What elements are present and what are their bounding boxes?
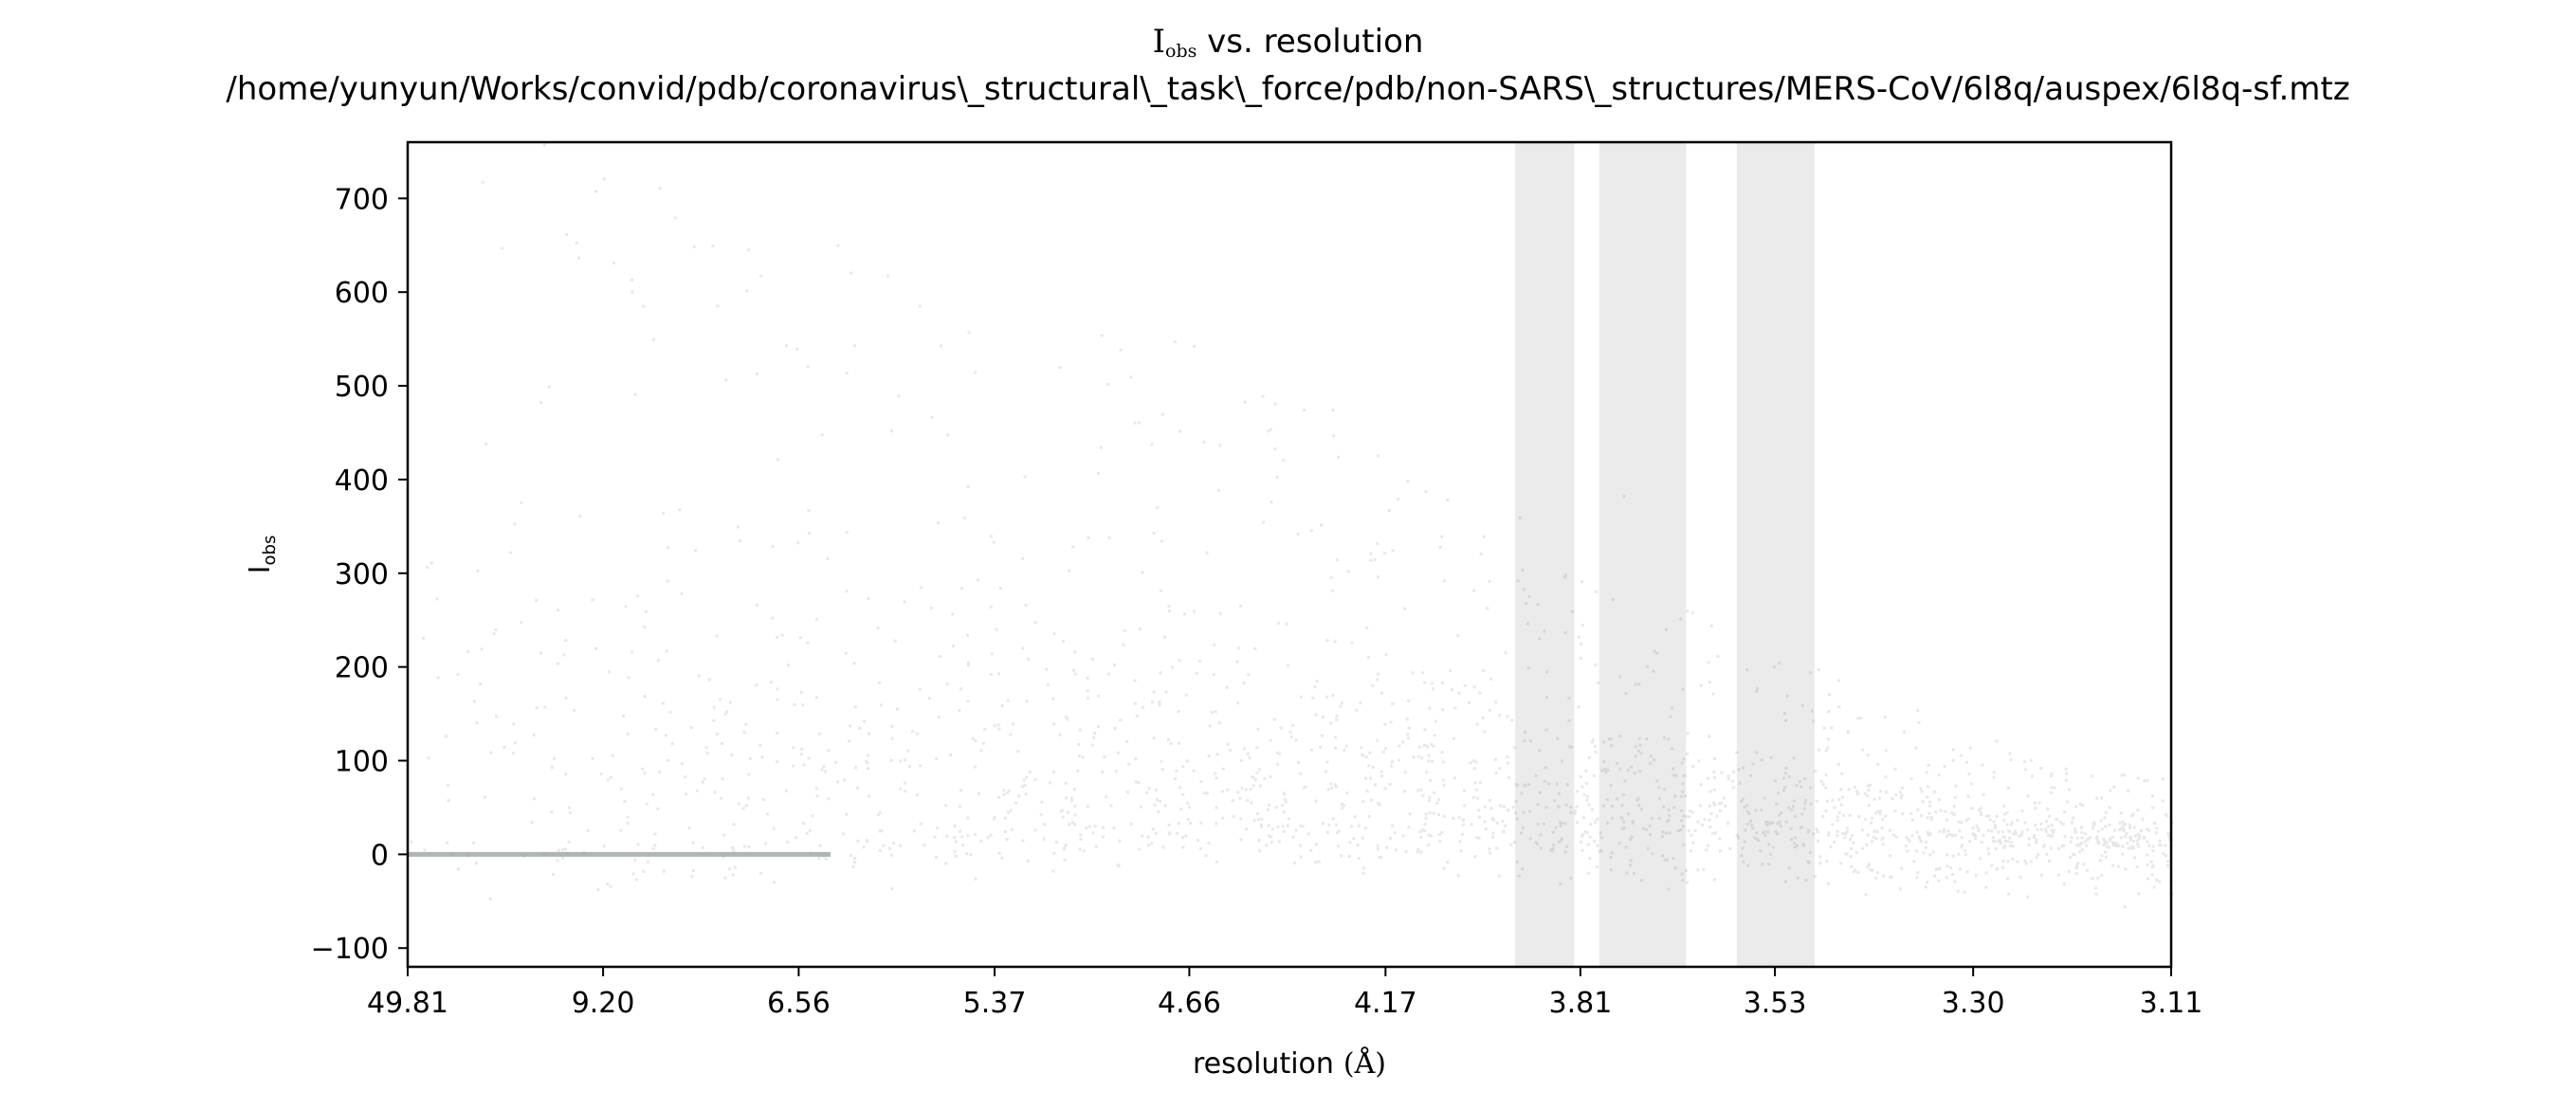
x-tick-label: 3.81 [1548, 987, 1612, 1020]
x-tick-label: 49.81 [367, 987, 448, 1020]
y-tick-label: 300 [335, 558, 389, 591]
ice-ring-band [1736, 142, 1816, 967]
y-axis-label-symbol: I [244, 565, 277, 573]
chart-subtitle-path: /home/yunyun/Works/convid/pdb/coronaviru… [226, 70, 2350, 108]
y-tick-label: 600 [335, 277, 389, 310]
y-axis: −100 0 100 200 300 400 500 600 700 [311, 183, 408, 966]
x-tick-label: 4.17 [1354, 987, 1417, 1020]
title-rest: vs. resolution [1197, 23, 1424, 61]
y-axis-label-subscript: obs [260, 536, 280, 566]
x-axis: 49.81 9.20 6.56 5.37 4.66 4.17 3.81 3.53 3.30 3.1… [367, 967, 2202, 1020]
x-tick-label: 9.20 [572, 987, 635, 1020]
chart-title: Iobs vs. resolution [0, 23, 2576, 62]
y-axis-label: Iobs [244, 536, 280, 574]
y-tick-label: 700 [335, 183, 389, 216]
x-tick-label: 4.66 [1158, 987, 1221, 1020]
ice-ring-band [1599, 142, 1687, 967]
x-tick-label: 5.37 [963, 987, 1027, 1020]
y-tick-label: 400 [335, 464, 389, 498]
x-axis-label-text: resolution [1193, 1047, 1334, 1081]
x-tick-label: 3.11 [2140, 987, 2203, 1020]
scatter-point-cloud [410, 143, 2174, 909]
y-tick-label: 200 [335, 652, 389, 685]
y-tick-label: 100 [335, 746, 389, 779]
x-axis-label: resolution (Å) [1193, 1046, 1386, 1081]
y-tick-label: 500 [335, 371, 389, 404]
y-tick-label: −100 [311, 933, 389, 966]
x-axis-label-unit: (Å) [1343, 1046, 1386, 1081]
scatter-points [410, 143, 2174, 909]
title-subscript: obs [1165, 41, 1197, 62]
ice-ring-bands [1515, 142, 1816, 967]
title-symbol: I [1152, 23, 1166, 61]
x-tick-label: 6.56 [767, 987, 831, 1020]
x-tick-label: 3.53 [1744, 987, 1807, 1020]
x-tick-label: 3.30 [1942, 987, 2005, 1020]
y-tick-label: 0 [371, 839, 389, 872]
plot-frame [406, 140, 2173, 969]
ice-ring-band [1515, 142, 1575, 967]
